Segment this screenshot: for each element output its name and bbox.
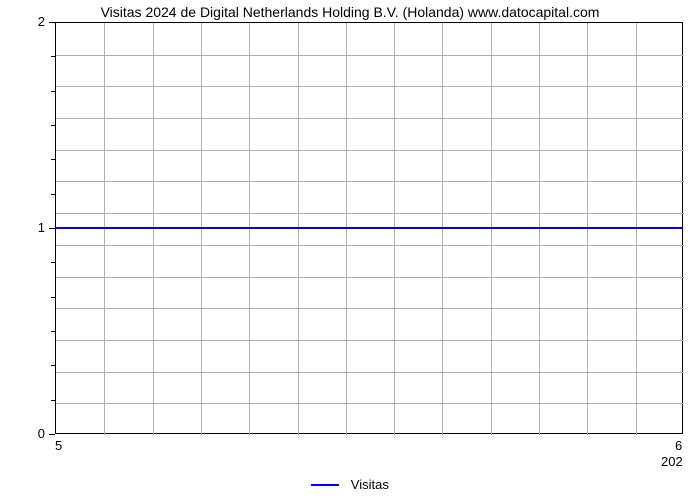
- y-tick-label: 2: [38, 14, 45, 29]
- gridline-vertical: [442, 23, 443, 435]
- y-minor-tick: [51, 262, 55, 263]
- series-line: [55, 227, 683, 229]
- chart-title: Visitas 2024 de Digital Netherlands Hold…: [0, 4, 700, 20]
- y-minor-tick: [51, 56, 55, 57]
- y-minor-tick: [51, 159, 55, 160]
- y-tick-label: 0: [38, 426, 45, 441]
- legend-swatch: [311, 484, 339, 486]
- y-minor-tick: [51, 194, 55, 195]
- y-minor-tick: [51, 365, 55, 366]
- x-tick-label: 5: [55, 438, 62, 453]
- y-minor-tick: [51, 91, 55, 92]
- gridline-vertical: [201, 23, 202, 435]
- x-axis-right-sublabel: 202: [661, 454, 683, 469]
- gridline-horizontal: [56, 86, 684, 87]
- gridline-vertical: [394, 23, 395, 435]
- gridline-vertical: [491, 23, 492, 435]
- gridline-vertical: [298, 23, 299, 435]
- gridline-horizontal: [56, 55, 684, 56]
- y-minor-tick: [51, 400, 55, 401]
- gridline-horizontal: [56, 277, 684, 278]
- gridline-horizontal: [56, 213, 684, 214]
- gridline-vertical: [636, 23, 637, 435]
- y-minor-tick: [51, 297, 55, 298]
- gridline-horizontal: [56, 308, 684, 309]
- y-tick: [49, 22, 55, 23]
- gridline-vertical: [539, 23, 540, 435]
- x-tick-label: 6: [675, 438, 682, 453]
- y-tick: [49, 434, 55, 435]
- gridline-horizontal: [56, 181, 684, 182]
- gridline-horizontal: [56, 403, 684, 404]
- legend-label: Visitas: [351, 477, 389, 492]
- gridline-horizontal: [56, 150, 684, 151]
- gridline-vertical: [249, 23, 250, 435]
- gridline-horizontal: [56, 340, 684, 341]
- y-minor-tick: [51, 125, 55, 126]
- gridline-vertical: [104, 23, 105, 435]
- gridline-horizontal: [56, 372, 684, 373]
- y-minor-tick: [51, 331, 55, 332]
- chart-container: Visitas 2024 de Digital Netherlands Hold…: [0, 0, 700, 500]
- gridline-vertical: [153, 23, 154, 435]
- gridline-horizontal: [56, 245, 684, 246]
- gridline-horizontal: [56, 118, 684, 119]
- gridline-vertical: [346, 23, 347, 435]
- gridline-vertical: [587, 23, 588, 435]
- legend: Visitas: [0, 476, 700, 492]
- y-tick-label: 1: [38, 220, 45, 235]
